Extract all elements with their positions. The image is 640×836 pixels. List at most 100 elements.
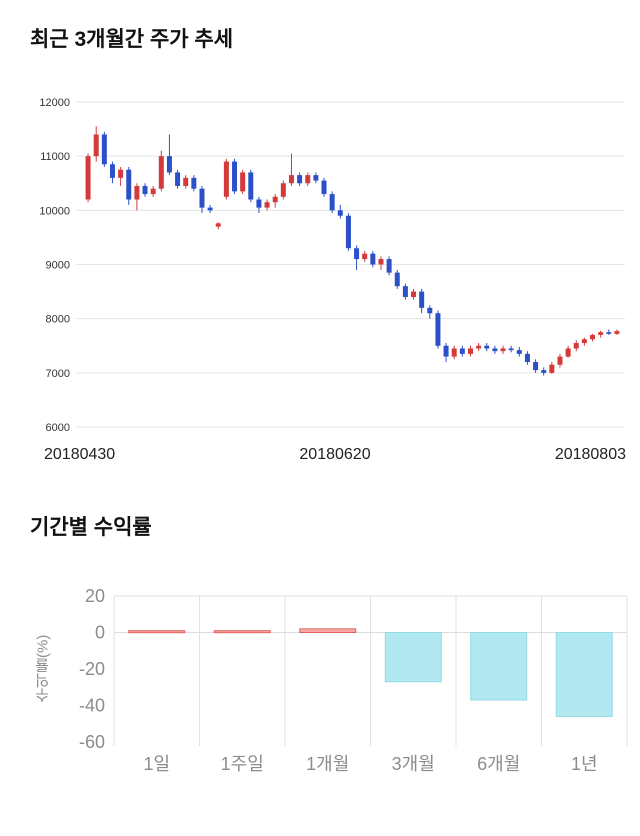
candle-down <box>419 291 425 308</box>
y-tick-label: 8000 <box>46 314 70 326</box>
candle-up <box>476 345 482 349</box>
candle-up <box>134 185 140 200</box>
candle-down <box>443 345 449 357</box>
candle-up <box>158 156 164 189</box>
candle-up <box>590 334 596 340</box>
candle-up <box>280 183 286 197</box>
candle-down <box>386 259 392 273</box>
returns-y-axis-title: 수익률(%) <box>34 634 52 704</box>
candle-up <box>500 348 506 352</box>
candle-down <box>516 350 522 354</box>
candle-up <box>215 223 221 227</box>
candle-down <box>321 180 327 195</box>
return-bar-negative <box>384 632 442 683</box>
candle-up <box>272 196 278 203</box>
candle-down <box>142 185 148 195</box>
candle-up <box>573 343 579 349</box>
candle-up <box>118 169 124 178</box>
candle-down <box>427 307 433 314</box>
candle-up <box>264 202 270 208</box>
candle-down <box>606 332 612 334</box>
x-axis-label-end: 20180803 <box>554 446 626 463</box>
candle-up <box>288 175 294 184</box>
candle-down <box>345 215 351 249</box>
candle-down <box>175 172 181 186</box>
candle-down <box>394 272 400 287</box>
candle-down <box>533 362 539 371</box>
price-candlestick-svg: 12000 11000 10000 9000 8000 7000 6000 <box>39 97 625 434</box>
candle-up <box>240 172 246 192</box>
candle-down <box>484 345 490 349</box>
candle-down <box>101 134 107 165</box>
y-tick-label: 0 <box>95 623 105 643</box>
candle-down <box>109 164 115 178</box>
candle-down <box>435 313 441 346</box>
candle-up <box>378 259 384 265</box>
return-bar-positive <box>213 630 271 634</box>
y-tick-label: -40 <box>79 696 105 716</box>
candle-up <box>183 177 189 186</box>
price-chart-title: 최근 3개월간 주가 추세 <box>30 28 234 51</box>
y-tick-label: 7000 <box>46 368 70 380</box>
category-label: 1일 <box>143 754 170 774</box>
candle-down <box>199 188 205 208</box>
category-label: 1개월 <box>306 754 349 774</box>
candle-down <box>207 207 213 211</box>
candle-down <box>126 169 132 200</box>
candle-down <box>248 172 254 200</box>
candle-up <box>305 175 311 184</box>
candle-up <box>411 291 417 297</box>
candle-down <box>354 248 360 260</box>
candle-down <box>541 370 547 373</box>
candle-up <box>85 156 91 200</box>
price-candlestick-chart: 12000 11000 10000 9000 8000 7000 6000 <box>10 94 630 444</box>
stock-charts-page: 최근 3개월간 주가 추세 12000 11000 10000 9000 8000 700… <box>0 26 640 784</box>
category-label: 1주일 <box>221 754 264 774</box>
candle-down <box>508 348 514 351</box>
candle-down <box>329 194 335 211</box>
candle-down <box>191 177 197 189</box>
candle-up <box>598 332 604 335</box>
candle-down <box>370 253 376 265</box>
candle-down <box>313 175 319 181</box>
candle-up <box>549 364 555 373</box>
returns-bar-svg: 20 0 -20 -40 -60 1일 1주일 1개월 3개월 6개월 1년 <box>79 586 628 774</box>
candle-up <box>150 188 156 195</box>
candle-up <box>362 253 368 260</box>
return-bar-negative <box>470 632 528 701</box>
candle-down <box>166 156 172 173</box>
category-label: 6개월 <box>477 754 520 774</box>
candle-up <box>565 348 571 357</box>
candle-up <box>93 134 99 157</box>
candle-up <box>451 348 457 357</box>
candle-down <box>256 199 262 208</box>
y-tick-label: 10000 <box>39 205 70 217</box>
candle-down <box>337 210 343 216</box>
y-tick-label: -20 <box>79 659 105 679</box>
y-tick-label: -60 <box>79 732 105 752</box>
candle-down <box>524 353 530 362</box>
candle-down <box>232 161 238 192</box>
return-bar-negative <box>555 632 613 717</box>
x-axis-label-mid: 20180620 <box>299 446 371 463</box>
returns-chart-title: 기간별 수익률 <box>30 516 152 539</box>
candle-up <box>614 331 620 334</box>
candle-down <box>459 348 465 354</box>
candle-up <box>223 161 229 197</box>
candle-down <box>402 286 408 297</box>
category-label: 1년 <box>571 754 598 774</box>
candle-down <box>492 348 498 352</box>
candle-up <box>467 348 473 354</box>
returns-bar-chart: 수익률(%) 20 0 -20 -40 -60 1일 1주일 1개월 3개월 6개월 1년 <box>24 584 640 784</box>
y-tick-label: 11000 <box>40 151 70 163</box>
y-tick-label: 9000 <box>46 260 70 272</box>
y-tick-label: 6000 <box>46 422 70 434</box>
category-label: 3개월 <box>392 754 435 774</box>
return-bar-positive <box>299 628 357 633</box>
x-axis-label-start: 20180430 <box>44 446 116 463</box>
candle-down <box>297 175 303 184</box>
candle-up <box>557 356 563 365</box>
price-chart-x-axis: 20180430 20180620 20180803 <box>10 446 630 464</box>
y-tick-label: 12000 <box>39 97 70 109</box>
candle-up <box>581 339 587 344</box>
